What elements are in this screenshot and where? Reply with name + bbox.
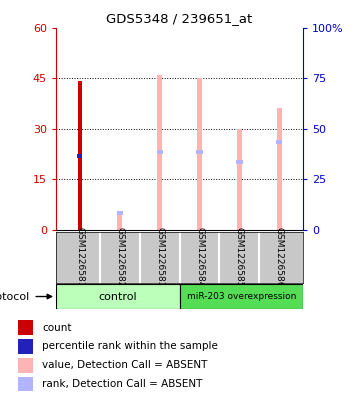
Bar [18, 358, 33, 373]
Text: GSM1226581: GSM1226581 [75, 227, 84, 288]
Title: GDS5348 / 239651_at: GDS5348 / 239651_at [106, 12, 253, 25]
Text: GSM1226585: GSM1226585 [235, 227, 244, 288]
Text: rank, Detection Call = ABSENT: rank, Detection Call = ABSENT [42, 379, 202, 389]
Bar [277, 108, 282, 230]
Bar [18, 320, 33, 335]
Bar [56, 284, 180, 309]
Bar [117, 211, 123, 215]
Bar [196, 150, 203, 154]
Bar [18, 376, 33, 391]
Text: GSM1226583: GSM1226583 [155, 227, 164, 288]
Text: GSM1226584: GSM1226584 [195, 227, 204, 288]
Text: protocol: protocol [0, 292, 29, 301]
Bar [236, 160, 243, 164]
Text: GSM1226582: GSM1226582 [115, 227, 124, 288]
Bar [18, 339, 33, 354]
Bar [157, 75, 162, 230]
Bar [180, 284, 303, 309]
Bar [197, 78, 202, 230]
Text: miR-203 overexpression: miR-203 overexpression [187, 292, 296, 301]
Bar [78, 81, 82, 230]
Text: value, Detection Call = ABSENT: value, Detection Call = ABSENT [42, 360, 207, 370]
Bar [77, 154, 82, 158]
Text: percentile rank within the sample: percentile rank within the sample [42, 342, 218, 351]
Bar [237, 129, 242, 230]
Text: GSM1226586: GSM1226586 [275, 227, 284, 288]
Text: control: control [99, 292, 137, 301]
Bar [157, 150, 163, 154]
Text: count: count [42, 323, 71, 332]
Bar [276, 140, 282, 144]
Bar [117, 213, 122, 230]
